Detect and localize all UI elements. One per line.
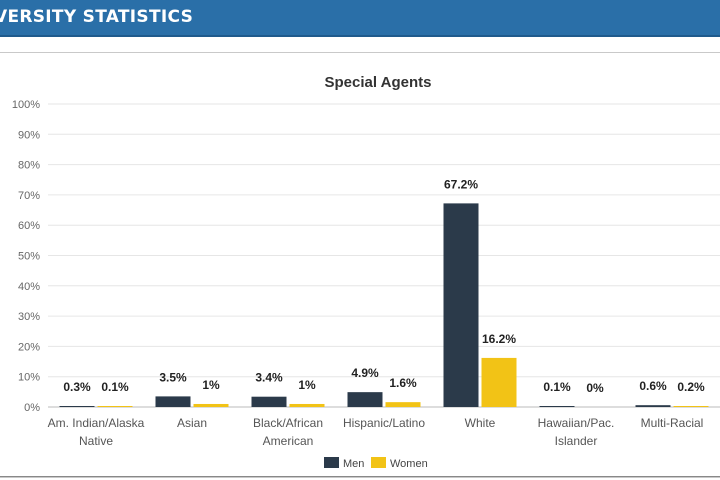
data-label: 1.6%	[389, 376, 417, 390]
bar-women[interactable]	[673, 406, 709, 407]
data-label: 3.4%	[255, 371, 283, 385]
bars: 0.3% 0.1% 3.5% 1% 3.4% 1% 4.9% 1.6% 67.2% 16.2% 0.…	[59, 177, 709, 407]
y-tick-label: 100%	[12, 99, 40, 111]
bar-women[interactable]	[385, 402, 421, 407]
data-label: 0.6%	[639, 379, 667, 393]
y-tick-label: 60%	[18, 220, 40, 232]
data-label: 0.3%	[63, 380, 91, 394]
x-category-label: Am. Indian/Alaska	[48, 416, 145, 430]
x-category-label: Black/African	[253, 416, 323, 430]
x-category-label: Hispanic/Latino	[343, 416, 425, 430]
page-title: VERSITY STATISTICS	[0, 7, 194, 27]
legend: Men Women	[324, 457, 428, 470]
data-label: 16.2%	[482, 332, 516, 346]
x-category-label: Islander	[555, 434, 598, 448]
legend-swatch	[324, 457, 339, 468]
bar-men[interactable]	[635, 405, 671, 407]
y-tick-label: 20%	[18, 341, 40, 353]
data-label: 0%	[586, 381, 604, 395]
bar-women[interactable]	[193, 403, 229, 407]
x-category-label: Multi-Racial	[641, 416, 704, 430]
header-banner: VERSITY STATISTICS	[0, 0, 720, 37]
legend-label[interactable]: Women	[390, 458, 428, 470]
bar-women[interactable]	[481, 357, 517, 407]
bar-men[interactable]	[251, 396, 287, 407]
legend-swatch	[371, 457, 386, 468]
y-tick-label: 50%	[18, 251, 40, 263]
y-tick-label: 0%	[24, 402, 40, 414]
y-axis-ticks: 0% 10% 20% 30% 40% 50% 60% 70% 80% 90% 100%	[12, 99, 40, 414]
bar-men[interactable]	[59, 406, 95, 407]
data-label: 3.5%	[159, 370, 187, 384]
bar-men[interactable]	[155, 396, 191, 407]
x-category-label: Native	[79, 434, 113, 448]
bar-men[interactable]	[539, 406, 575, 407]
data-label: 1%	[202, 378, 220, 392]
data-label: 1%	[298, 378, 316, 392]
legend-label[interactable]: Men	[343, 458, 364, 470]
x-axis-labels: Am. Indian/Alaska Native Asian Black/Africa…	[48, 416, 704, 448]
y-tick-label: 80%	[18, 160, 40, 172]
chart-title: Special Agents	[325, 74, 432, 91]
data-label: 4.9%	[351, 366, 379, 380]
bar-men[interactable]	[443, 203, 479, 407]
y-tick-label: 90%	[18, 129, 40, 141]
gridlines	[48, 103, 720, 408]
y-tick-label: 30%	[18, 311, 40, 323]
y-tick-label: 70%	[18, 190, 40, 202]
divider	[0, 476, 720, 477]
data-label: 0.2%	[677, 380, 705, 394]
bar-men[interactable]	[347, 392, 383, 407]
data-label: 67.2%	[444, 177, 478, 191]
x-category-label: Asian	[177, 416, 207, 430]
data-label: 0.1%	[101, 380, 129, 394]
x-category-label: Hawaiian/Pac.	[538, 416, 615, 430]
x-category-label: White	[465, 416, 496, 430]
data-label: 0.1%	[543, 380, 571, 394]
y-tick-label: 40%	[18, 281, 40, 293]
x-category-label: American	[263, 434, 314, 448]
bar-women[interactable]	[289, 403, 325, 407]
y-tick-label: 10%	[18, 372, 40, 384]
bar-women[interactable]	[97, 406, 133, 407]
